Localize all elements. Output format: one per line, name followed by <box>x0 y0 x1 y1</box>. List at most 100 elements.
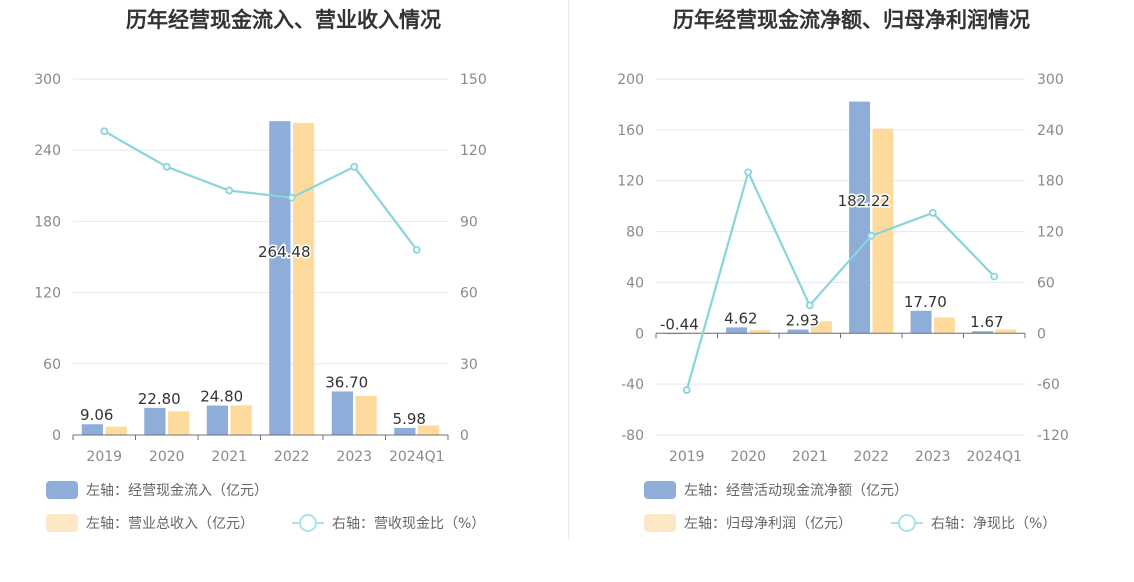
line-point <box>100 127 109 136</box>
x-tick-label: 2020 <box>730 449 766 465</box>
data-label: 2.93 <box>786 312 819 330</box>
bar <box>230 405 252 435</box>
bar <box>269 121 291 436</box>
y-tick-label-left: 240 <box>34 143 61 159</box>
y-tick-label-right: 300 <box>1037 72 1064 88</box>
x-tick-label: 2022 <box>853 449 889 465</box>
y-tick-label-left: 0 <box>635 326 644 342</box>
y-tick-label-right: 240 <box>1037 123 1064 139</box>
legend-label: 左轴：营业总收入（亿元） <box>86 516 254 532</box>
series-line <box>103 130 418 251</box>
x-tick-label: 2023 <box>336 449 372 465</box>
legend-swatch-bar-yellow <box>46 514 78 532</box>
y-tick-label-right: 0 <box>460 428 469 444</box>
bar <box>394 427 416 435</box>
line-point <box>350 162 359 171</box>
y-tick-label-right: 60 <box>460 286 478 302</box>
data-label: 4.62 <box>724 309 757 327</box>
y-tick-label-right: 0 <box>1037 326 1046 342</box>
x-tick-label: 2021 <box>211 449 247 465</box>
legend-item-ratio[interactable]: 右轴：营收现金比（%） <box>292 513 485 533</box>
x-tick-label: 2019 <box>669 449 705 465</box>
y-tick-label-right: 60 <box>1037 275 1055 291</box>
bar <box>810 321 832 334</box>
data-label: 24.80 <box>200 388 243 406</box>
bar <box>293 122 315 435</box>
y-tick-label-left: 300 <box>34 72 61 88</box>
line-point <box>225 186 234 195</box>
legend-swatch-bar-blue <box>644 481 676 499</box>
y-tick-label-right: 90 <box>460 214 478 230</box>
chart-title: 历年经营现金流入、营业收入情况 <box>126 8 441 32</box>
legend-item-net-cashflow[interactable]: 左轴：经营活动现金流净额（亿元） <box>644 480 908 500</box>
data-label: 182.22 <box>838 192 891 210</box>
legend-label: 右轴：营收现金比（%） <box>332 516 486 532</box>
data-label: -0.44 <box>660 315 699 333</box>
legend-swatch-line-icon <box>292 514 324 532</box>
legend-label: 右轴：净现比（%） <box>931 516 1057 532</box>
y-tick-label-left: -80 <box>621 428 644 444</box>
line-point <box>412 245 421 254</box>
legend-swatch-bar-blue <box>46 481 78 499</box>
line-point <box>162 162 171 171</box>
bar <box>168 411 190 435</box>
data-label: 5.98 <box>393 410 426 428</box>
legend-item-net-profit[interactable]: 左轴：归母净利润（亿元） <box>644 513 852 533</box>
bar <box>910 310 932 334</box>
y-tick-label-right: -60 <box>1037 377 1060 393</box>
data-label: 22.80 <box>138 390 181 408</box>
bar <box>995 329 1017 334</box>
bar <box>418 425 440 435</box>
x-tick-label: 2019 <box>86 449 122 465</box>
bar <box>331 391 353 435</box>
bar <box>144 407 166 435</box>
legend-label: 左轴：经营活动现金流净额（亿元） <box>684 483 908 499</box>
y-tick-label-right: 30 <box>460 357 478 373</box>
y-tick-label-right: -120 <box>1037 428 1069 444</box>
chart-panel-cashflow-inflow: 历年经营现金流入、营业收入情况 0 0 60 30 120 60 180 90 240 120 30… <box>34 8 487 533</box>
bar <box>933 317 955 334</box>
data-label: 36.70 <box>325 373 368 391</box>
x-tick-label: 2024Q1 <box>966 449 1022 465</box>
chart-title: 历年经营现金流净额、归母净利润情况 <box>673 8 1030 32</box>
chart-panel-net-cashflow: 历年经营现金流净额、归母净利润情况 -80 -120 -40 -60 0 0 40 60 80 1… <box>569 0 1134 582</box>
bar <box>972 331 994 334</box>
legend-item-inflow[interactable]: 左轴：经营现金流入（亿元） <box>46 480 268 500</box>
bar <box>849 101 871 334</box>
bar <box>355 395 377 435</box>
y-tick-label-right: 180 <box>1037 174 1064 190</box>
line-point <box>682 386 691 394</box>
bar <box>81 424 103 435</box>
x-tick-label: 2024Q1 <box>389 449 445 465</box>
legend-swatch-bar-yellow <box>644 514 676 532</box>
data-label: 264.48 <box>258 243 311 261</box>
line-point <box>287 193 296 202</box>
data-label: 1.67 <box>970 313 1003 331</box>
line-point <box>744 168 753 177</box>
bar <box>206 405 228 435</box>
y-tick-label-left: -40 <box>621 377 644 393</box>
bar <box>749 330 771 334</box>
chart-svg: 0 0 60 30 120 60 180 90 240 120 300 150 2019 2020 2021… <box>34 72 487 465</box>
y-tick-label-left: 80 <box>626 225 644 241</box>
y-tick-label-right: 150 <box>460 72 487 88</box>
line-point <box>990 272 999 281</box>
data-label: 17.70 <box>904 293 947 311</box>
legend-item-revenue[interactable]: 左轴：营业总收入（亿元） <box>46 513 254 533</box>
bar <box>726 327 748 334</box>
bar <box>105 426 127 435</box>
y-tick-label-left: 120 <box>34 286 61 302</box>
x-tick-label: 2020 <box>149 449 185 465</box>
x-tick-label: 2021 <box>792 449 828 465</box>
line-point <box>867 231 876 240</box>
legend-label: 左轴：经营现金流入（亿元） <box>86 483 268 499</box>
panel-divider <box>568 0 569 540</box>
legend-label: 左轴：归母净利润（亿元） <box>684 516 852 532</box>
x-tick-label: 2023 <box>915 449 951 465</box>
legend-item-net-ratio[interactable]: 右轴：净现比（%） <box>891 513 1056 533</box>
line-point <box>805 301 814 310</box>
chart-svg: -80 -120 -40 -60 0 0 40 60 80 120 120 180 160 240 200 3… <box>617 72 1069 465</box>
y-tick-label-left: 160 <box>617 123 644 139</box>
bar <box>787 329 809 334</box>
y-tick-label-right: 120 <box>460 143 487 159</box>
